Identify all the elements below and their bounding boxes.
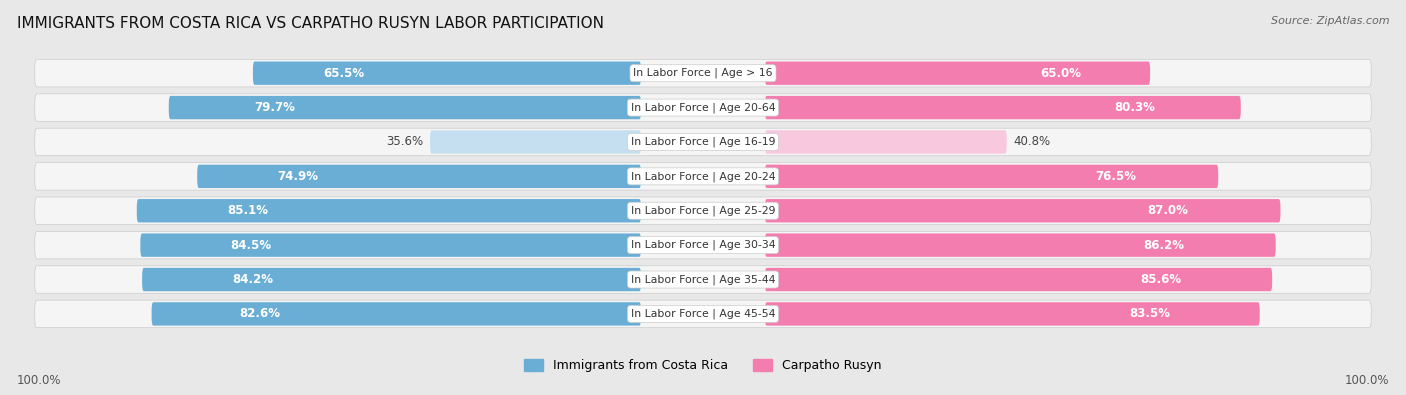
Text: 87.0%: 87.0% — [1147, 204, 1188, 217]
Text: 79.7%: 79.7% — [253, 101, 295, 114]
Text: 84.2%: 84.2% — [232, 273, 273, 286]
Text: In Labor Force | Age 35-44: In Labor Force | Age 35-44 — [631, 274, 775, 285]
Text: 65.5%: 65.5% — [323, 67, 364, 80]
FancyBboxPatch shape — [765, 130, 1007, 154]
Text: In Labor Force | Age 16-19: In Labor Force | Age 16-19 — [631, 137, 775, 147]
FancyBboxPatch shape — [35, 59, 1371, 87]
Text: In Labor Force | Age 25-29: In Labor Force | Age 25-29 — [631, 205, 775, 216]
FancyBboxPatch shape — [197, 165, 641, 188]
Text: In Labor Force | Age > 16: In Labor Force | Age > 16 — [633, 68, 773, 79]
FancyBboxPatch shape — [765, 302, 1260, 325]
FancyBboxPatch shape — [765, 96, 1240, 119]
Text: 35.6%: 35.6% — [387, 135, 423, 149]
Text: In Labor Force | Age 20-64: In Labor Force | Age 20-64 — [631, 102, 775, 113]
FancyBboxPatch shape — [765, 268, 1272, 291]
FancyBboxPatch shape — [765, 199, 1281, 222]
FancyBboxPatch shape — [35, 94, 1371, 121]
Text: 100.0%: 100.0% — [17, 374, 62, 387]
Text: In Labor Force | Age 45-54: In Labor Force | Age 45-54 — [631, 308, 775, 319]
FancyBboxPatch shape — [35, 266, 1371, 293]
Text: 85.6%: 85.6% — [1140, 273, 1181, 286]
Text: 85.1%: 85.1% — [228, 204, 269, 217]
FancyBboxPatch shape — [152, 302, 641, 325]
Text: 82.6%: 82.6% — [239, 307, 281, 320]
FancyBboxPatch shape — [430, 130, 641, 154]
FancyBboxPatch shape — [35, 300, 1371, 328]
FancyBboxPatch shape — [765, 62, 1150, 85]
Text: Source: ZipAtlas.com: Source: ZipAtlas.com — [1271, 16, 1389, 26]
FancyBboxPatch shape — [141, 233, 641, 257]
Legend: Immigrants from Costa Rica, Carpatho Rusyn: Immigrants from Costa Rica, Carpatho Rus… — [519, 354, 887, 377]
Text: 86.2%: 86.2% — [1143, 239, 1184, 252]
Text: IMMIGRANTS FROM COSTA RICA VS CARPATHO RUSYN LABOR PARTICIPATION: IMMIGRANTS FROM COSTA RICA VS CARPATHO R… — [17, 16, 603, 31]
Text: 40.8%: 40.8% — [1014, 135, 1050, 149]
FancyBboxPatch shape — [169, 96, 641, 119]
FancyBboxPatch shape — [35, 128, 1371, 156]
Text: 76.5%: 76.5% — [1095, 170, 1136, 183]
FancyBboxPatch shape — [142, 268, 641, 291]
FancyBboxPatch shape — [35, 231, 1371, 259]
FancyBboxPatch shape — [136, 199, 641, 222]
FancyBboxPatch shape — [765, 233, 1275, 257]
FancyBboxPatch shape — [35, 197, 1371, 224]
Text: 80.3%: 80.3% — [1115, 101, 1156, 114]
FancyBboxPatch shape — [765, 165, 1218, 188]
Text: 65.0%: 65.0% — [1040, 67, 1081, 80]
FancyBboxPatch shape — [35, 163, 1371, 190]
Text: In Labor Force | Age 30-34: In Labor Force | Age 30-34 — [631, 240, 775, 250]
Text: 83.5%: 83.5% — [1129, 307, 1171, 320]
Text: 84.5%: 84.5% — [231, 239, 271, 252]
Text: 100.0%: 100.0% — [1344, 374, 1389, 387]
FancyBboxPatch shape — [253, 62, 641, 85]
Text: In Labor Force | Age 20-24: In Labor Force | Age 20-24 — [631, 171, 775, 182]
Text: 74.9%: 74.9% — [277, 170, 318, 183]
